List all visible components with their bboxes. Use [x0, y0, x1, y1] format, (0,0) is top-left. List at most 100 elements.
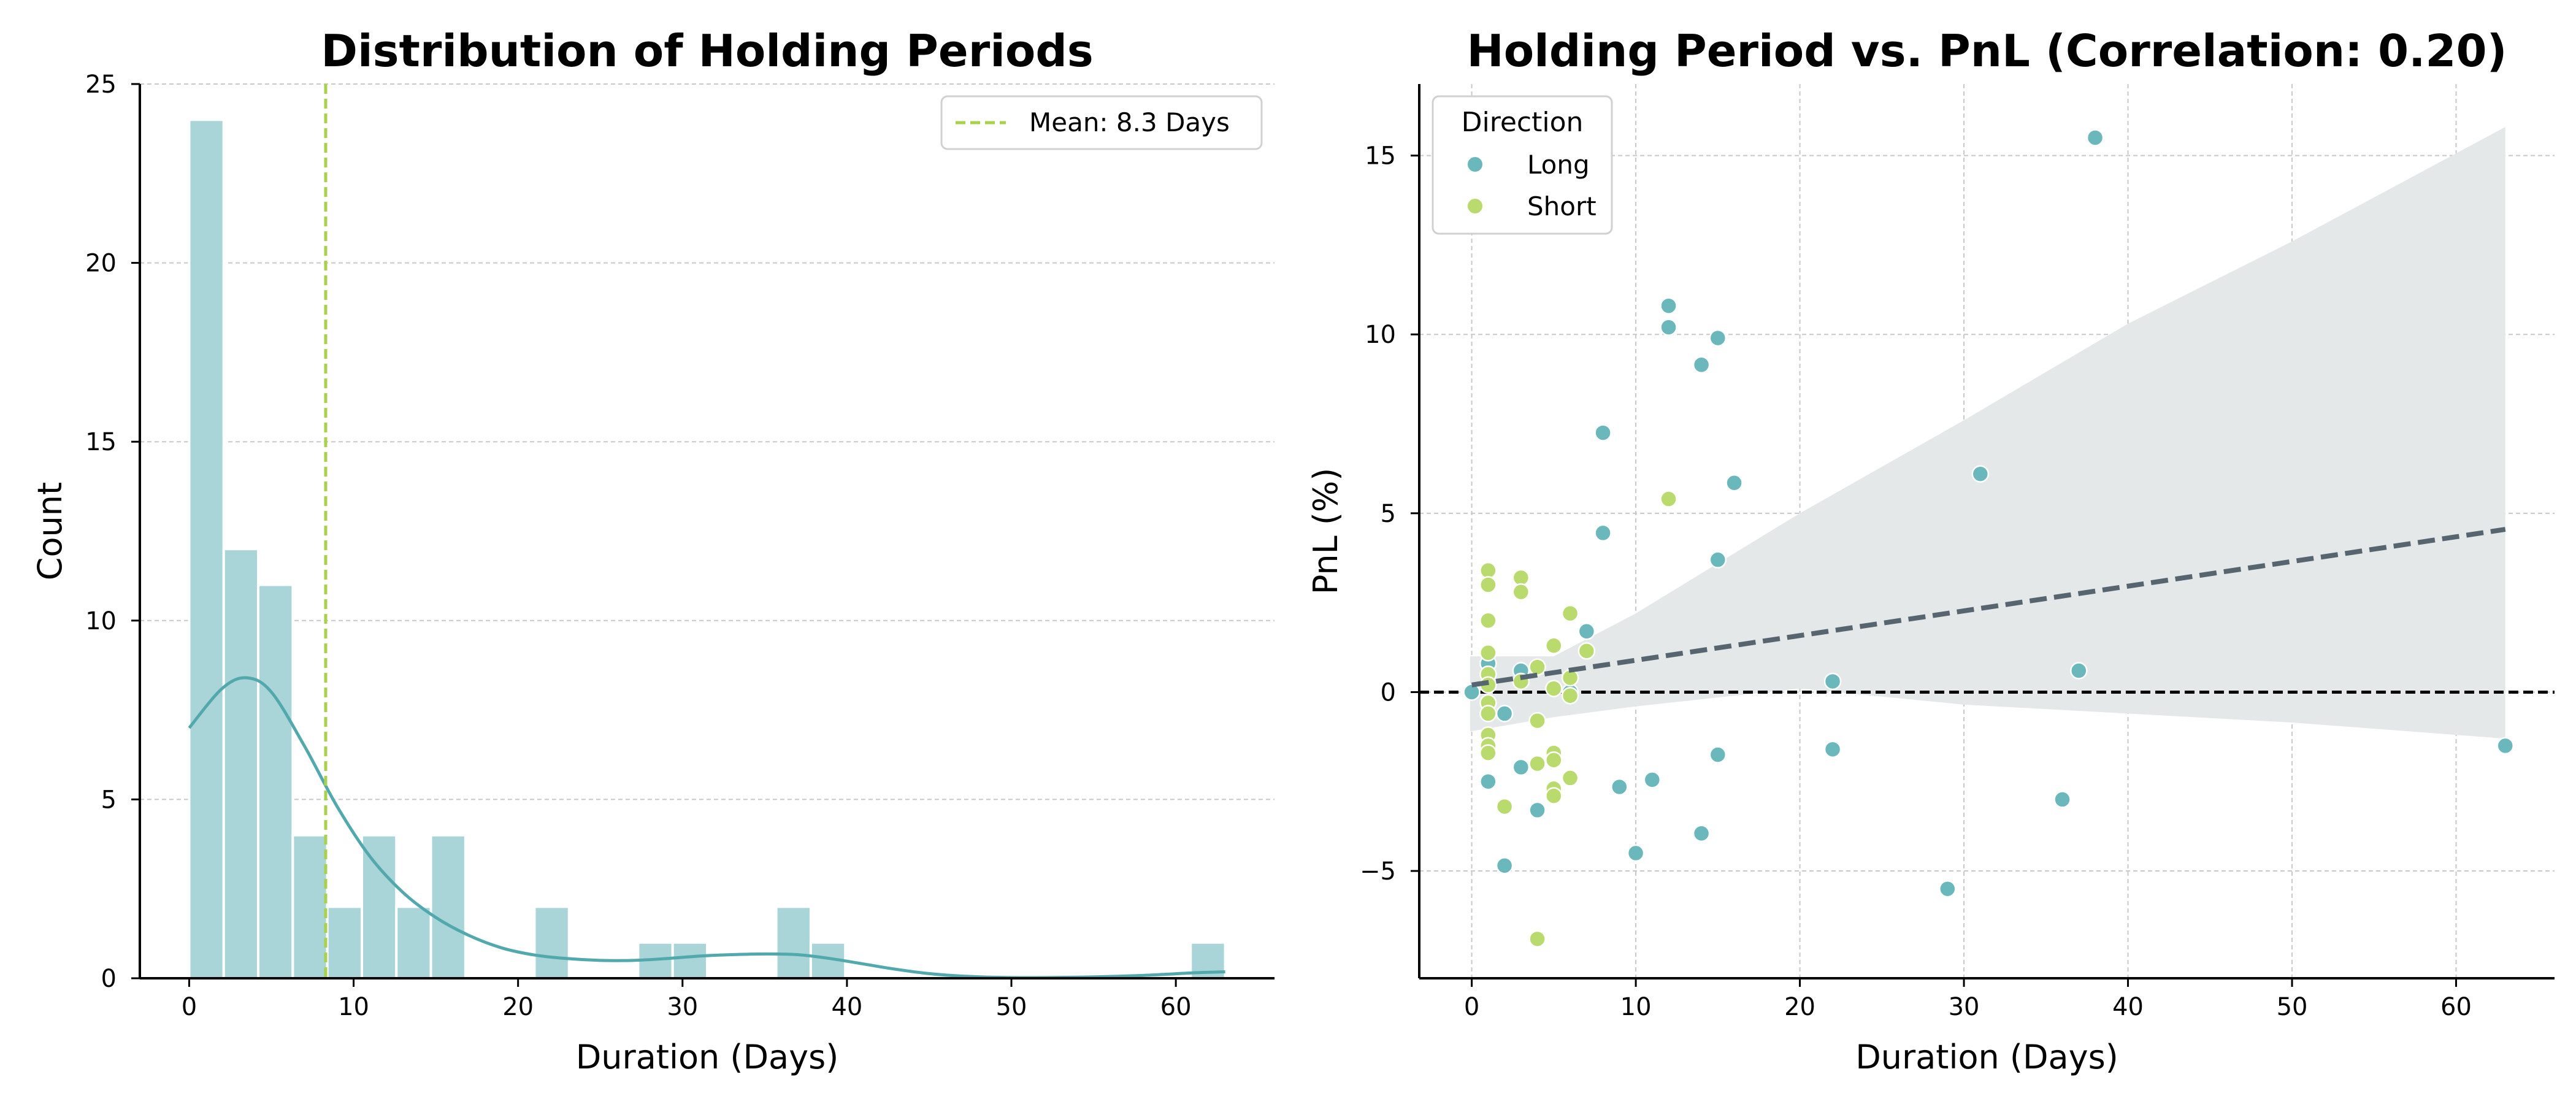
point-long	[2055, 791, 2071, 807]
scatter-x-tick-label: 20	[1784, 993, 1815, 1021]
point-short	[1530, 931, 1546, 947]
point-short	[1530, 756, 1546, 772]
histogram-y-tick-label: 20	[85, 250, 117, 278]
point-short	[1480, 613, 1496, 629]
scatter-x-tick-label: 60	[2440, 993, 2472, 1021]
legend-mean-label: Mean: 8.3 Days	[1029, 107, 1230, 137]
legend-label-long: Long	[1527, 150, 1590, 180]
scatter-x-tick-label: 40	[2112, 993, 2144, 1021]
point-short	[1546, 681, 1562, 697]
point-long	[1972, 466, 1988, 482]
histogram-bar	[776, 907, 811, 978]
point-short	[1497, 799, 1512, 815]
point-long	[1661, 298, 1677, 314]
point-long	[2497, 738, 2513, 754]
point-short	[1546, 638, 1562, 654]
point-long	[1825, 742, 1841, 757]
histogram-bar	[293, 835, 327, 978]
histogram-panel: 0 10 20 30 40 50 60 0 5 10 15 20 25 Distribution of H…	[31, 25, 1275, 1076]
histogram-y-tick-label: 5	[101, 786, 117, 814]
histogram-x-tick-label: 40	[831, 993, 862, 1021]
point-long	[1939, 881, 1955, 897]
confidence-band	[1470, 127, 2505, 738]
point-long	[1727, 475, 1742, 491]
point-long	[1595, 525, 1611, 541]
point-short	[1480, 705, 1496, 721]
point-long	[1480, 773, 1496, 789]
point-short	[1513, 584, 1529, 600]
histogram-x-tick-label: 20	[502, 993, 534, 1021]
scatter-y-tick-label: 10	[1365, 321, 1396, 349]
scatter-legend: Direction Long Short	[1433, 96, 1612, 234]
legend-swatch-long	[1467, 156, 1483, 172]
histogram-x-tick-label: 60	[1160, 993, 1192, 1021]
point-long	[1595, 425, 1611, 441]
histogram-x-tick-label: 0	[182, 993, 197, 1021]
legend-swatch-short	[1467, 198, 1483, 214]
point-long	[2071, 662, 2087, 678]
point-short	[1480, 745, 1496, 761]
scatter-x-tick-label: 30	[1949, 993, 1980, 1021]
histogram-x-tick-label: 30	[667, 993, 698, 1021]
point-long	[1710, 330, 1726, 346]
histogram-bar	[431, 835, 466, 978]
scatter-x-tick-label: 50	[2277, 993, 2308, 1021]
scatter-y-tick-label: 15	[1365, 142, 1396, 171]
point-short	[1579, 643, 1595, 659]
point-long	[1497, 705, 1512, 721]
histogram-bar	[258, 585, 293, 978]
legend-label-short: Short	[1527, 191, 1597, 221]
scatter-y-tick-label: 0	[1381, 678, 1396, 707]
scatter-y-tick-label: 5	[1381, 500, 1396, 528]
point-long	[1661, 320, 1677, 335]
histogram-bar	[189, 120, 223, 978]
point-short	[1480, 577, 1496, 592]
histogram-y-label: Count	[31, 482, 69, 580]
point-short	[1562, 688, 1578, 703]
scatter-y-tick-label: −5	[1360, 857, 1396, 886]
point-short	[1546, 788, 1562, 804]
histogram-y-tick-label: 25	[85, 71, 117, 99]
point-long	[1644, 772, 1660, 788]
histogram-y-tick-label: 10	[85, 607, 117, 635]
histogram-x-tick-label: 10	[338, 993, 369, 1021]
histogram-x-label: Duration (Days)	[576, 1038, 839, 1076]
histogram-y-tick-label: 0	[101, 965, 117, 993]
scatter-x-label: Duration (Days)	[1855, 1038, 2118, 1076]
point-short	[1546, 752, 1562, 768]
point-short	[1661, 491, 1677, 507]
scatter-y-label: PnL (%)	[1306, 468, 1345, 595]
histogram-legend: Mean: 8.3 Days	[941, 96, 1262, 149]
histogram-bar	[396, 907, 431, 978]
point-long	[1693, 826, 1709, 841]
scatter-x-tick-label: 10	[1620, 993, 1652, 1021]
histogram-bar	[328, 907, 362, 978]
point-long	[1825, 673, 1841, 689]
histogram-bar	[362, 835, 396, 978]
histogram-bar	[224, 549, 258, 978]
point-long	[1710, 747, 1726, 763]
point-long	[1628, 845, 1644, 861]
point-short	[1480, 645, 1496, 661]
histogram-x-tick-label: 50	[996, 993, 1027, 1021]
point-short	[1530, 659, 1546, 675]
histogram-bar	[534, 907, 569, 978]
scatter-x-tick-label: 0	[1464, 993, 1479, 1021]
point-long	[1710, 552, 1726, 568]
point-long	[1611, 779, 1627, 795]
histogram-title: Distribution of Holding Periods	[321, 25, 1094, 77]
point-long	[1497, 857, 1512, 873]
point-short	[1530, 713, 1546, 729]
point-long	[2087, 129, 2103, 145]
point-long	[1513, 759, 1529, 775]
point-long	[1530, 802, 1546, 818]
legend-title: Direction	[1462, 107, 1584, 138]
histogram-y-tick-label: 15	[85, 428, 117, 456]
histogram-bar	[673, 943, 707, 978]
scatter-title: Holding Period vs. PnL (Correlation: 0.2…	[1466, 25, 2507, 77]
point-short	[1562, 770, 1578, 786]
point-long	[1579, 623, 1595, 639]
scatter-panel: 0 10 20 30 40 50 60 −5 0 5 10 15 Holding Period vs. …	[1306, 25, 2555, 1076]
point-short	[1562, 605, 1578, 621]
